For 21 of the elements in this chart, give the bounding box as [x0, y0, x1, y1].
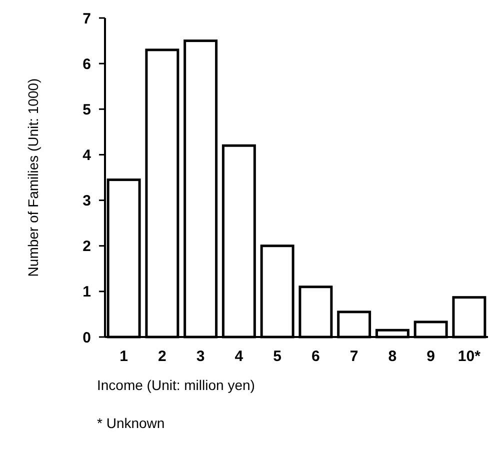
x-tick-label: 9 — [426, 348, 435, 365]
x-tick-label: 1 — [120, 348, 128, 365]
x-tick-label: 5 — [273, 348, 282, 365]
y-tick-label: 0 — [82, 329, 91, 346]
y-tick-label: 7 — [82, 10, 91, 28]
y-tick-label: 5 — [82, 101, 91, 118]
x-tick-label: 8 — [388, 348, 397, 365]
x-tick-label: 6 — [312, 348, 320, 365]
x-tick-label: 4 — [234, 348, 244, 365]
x-axis-title: Income (Unit: million yen) — [97, 377, 255, 393]
text: * Unknown — [97, 415, 165, 431]
y-tick-label: 6 — [82, 56, 91, 73]
y-tick-label: 3 — [82, 192, 91, 210]
y-tick-label: 2 — [82, 238, 91, 256]
y-axis-title: Number of Families (Unit: 1000) — [25, 78, 41, 277]
y-tick-label: 1 — [82, 284, 91, 301]
y-tick-label: 4 — [82, 146, 92, 164]
x-tick-label: 7 — [350, 348, 358, 365]
x-tick-label: 10* — [458, 348, 481, 365]
x-tick-label: 2 — [158, 348, 166, 365]
x-tick-label: 3 — [196, 348, 205, 365]
